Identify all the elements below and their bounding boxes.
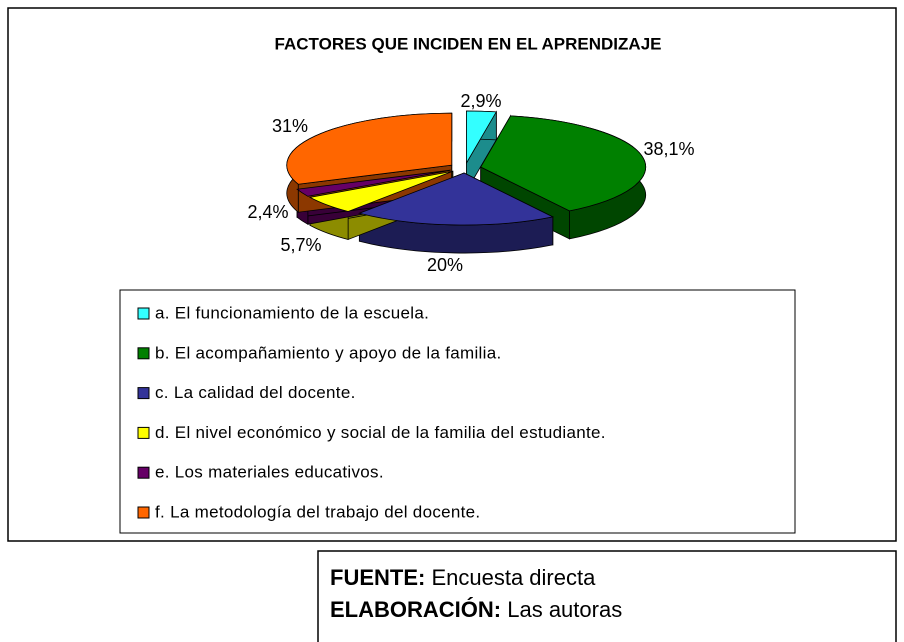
source-line: FUENTE: Encuesta directa	[330, 565, 596, 590]
data-label: 20%	[427, 255, 463, 275]
legend-label: e. Los materiales educativos.	[155, 463, 384, 482]
slice	[480, 115, 647, 212]
legend-label: f. La metodología del trabajo del docent…	[155, 502, 480, 521]
source-label: FUENTE:	[330, 565, 425, 590]
data-label: 38,1%	[643, 139, 694, 159]
chart-title: FACTORES QUE INCIDEN EN EL APRENDIZAJE	[275, 34, 662, 53]
legend-label: c. La calidad del docente.	[155, 383, 356, 402]
legend-label: d. El nivel económico y social de la fam…	[155, 423, 606, 442]
legend-frame	[119, 289, 796, 534]
data-label: 31%	[272, 116, 308, 136]
legend-swatch	[137, 426, 150, 439]
credit-text: Las autoras	[507, 597, 622, 622]
legend-swatch	[137, 506, 150, 519]
legend-swatch	[137, 307, 150, 320]
slice	[466, 110, 497, 165]
legend-label: a. El funcionamiento de la escuela.	[155, 303, 429, 322]
source-text: Encuesta directa	[431, 565, 596, 590]
credit-line: ELABORACIÓN: Las autoras	[330, 597, 622, 622]
legend-swatch	[137, 347, 150, 360]
data-label: 5,7%	[280, 235, 321, 255]
credit-label: ELABORACIÓN:	[330, 597, 501, 622]
data-label: 2,9%	[460, 91, 501, 111]
data-label: 2,4%	[247, 202, 288, 222]
legend-swatch	[137, 387, 150, 400]
slice	[296, 169, 451, 197]
source-box	[317, 550, 897, 642]
legend-swatch	[137, 466, 150, 479]
slice	[308, 170, 453, 212]
slice	[358, 172, 555, 226]
legend-label: b. El acompañamiento y apoyo de la famil…	[155, 343, 501, 362]
slice	[286, 112, 453, 185]
